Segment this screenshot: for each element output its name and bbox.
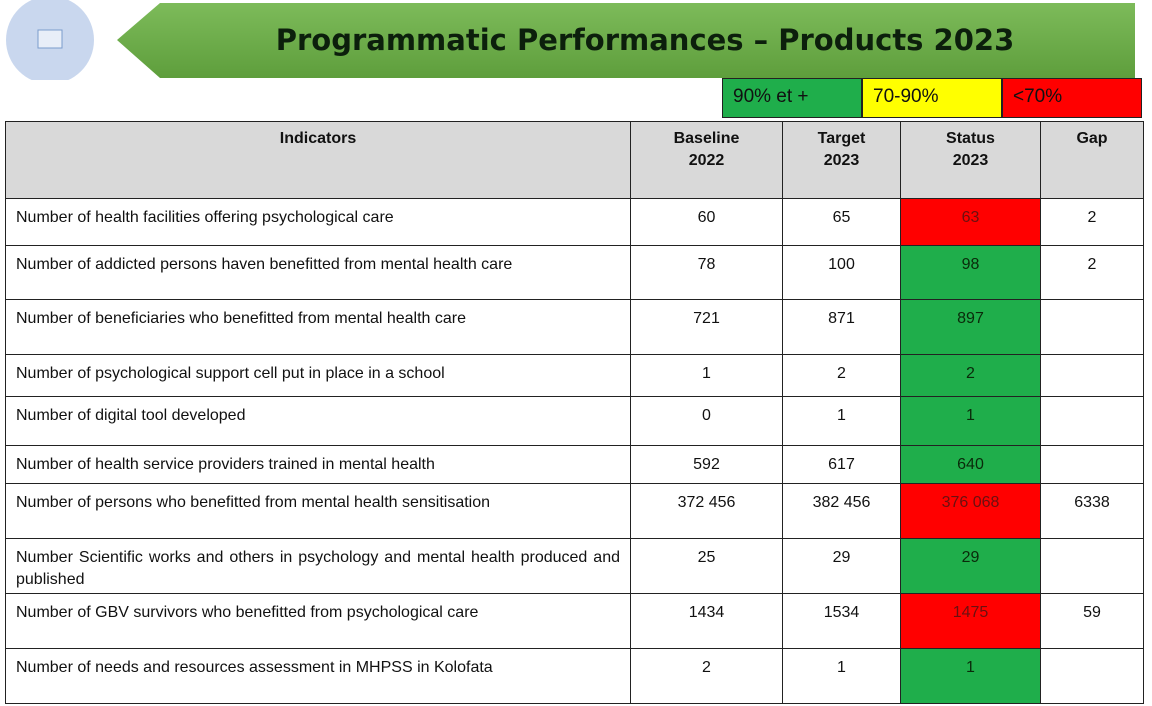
indicator-cell: Number of GBV survivors who benefitted f… xyxy=(5,593,631,649)
column-header: Target 2023 xyxy=(782,121,901,199)
title: Programmatic Performances – Products 202… xyxy=(276,23,1015,57)
status-cell: 2 xyxy=(900,354,1041,397)
gap-cell xyxy=(1040,354,1144,397)
baseline-cell: 1434 xyxy=(630,593,783,649)
status-cell: 63 xyxy=(900,198,1041,246)
logo-icon xyxy=(37,29,63,49)
indicator-cell: Number of health facilities offering psy… xyxy=(5,198,631,246)
baseline-cell: 372 456 xyxy=(630,483,783,539)
column-header: Baseline 2022 xyxy=(630,121,783,199)
gap-cell: 6338 xyxy=(1040,483,1144,539)
status-cell: 1 xyxy=(900,396,1041,446)
gap-cell xyxy=(1040,445,1144,484)
status-cell: 640 xyxy=(900,445,1041,484)
status-cell: 1 xyxy=(900,648,1041,704)
banner: Programmatic Performances – Products 202… xyxy=(6,0,1135,80)
target-cell: 2 xyxy=(782,354,901,397)
gap-cell xyxy=(1040,648,1144,704)
gap-cell: 59 xyxy=(1040,593,1144,649)
gap-cell xyxy=(1040,396,1144,446)
indicator-cell: Number of addicted persons haven benefit… xyxy=(5,245,631,300)
status-cell: 1475 xyxy=(900,593,1041,649)
legend-item: 90% et + xyxy=(722,78,862,118)
indicator-cell: Number of psychological support cell put… xyxy=(5,354,631,397)
status-cell: 29 xyxy=(900,538,1041,594)
target-cell: 617 xyxy=(782,445,901,484)
legend-item: <70% xyxy=(1002,78,1142,118)
gap-cell xyxy=(1040,538,1144,594)
gap-cell xyxy=(1040,299,1144,355)
indicator-cell: Number of digital tool developed xyxy=(5,396,631,446)
baseline-cell: 721 xyxy=(630,299,783,355)
target-cell: 1534 xyxy=(782,593,901,649)
indicator-cell: Number Scientific works and others in ps… xyxy=(5,538,631,594)
target-cell: 65 xyxy=(782,198,901,246)
gap-cell: 2 xyxy=(1040,245,1144,300)
indicator-cell: Number of health service providers train… xyxy=(5,445,631,484)
baseline-cell: 1 xyxy=(630,354,783,397)
banner-arrow xyxy=(117,3,1135,78)
column-header: Gap xyxy=(1040,121,1144,199)
gap-cell: 2 xyxy=(1040,198,1144,246)
baseline-cell: 0 xyxy=(630,396,783,446)
target-cell: 1 xyxy=(782,396,901,446)
target-cell: 382 456 xyxy=(782,483,901,539)
baseline-cell: 2 xyxy=(630,648,783,704)
status-cell: 98 xyxy=(900,245,1041,300)
target-cell: 871 xyxy=(782,299,901,355)
status-cell: 376 068 xyxy=(900,483,1041,539)
column-header: Indicators xyxy=(5,121,631,199)
column-header: Status 2023 xyxy=(900,121,1041,199)
target-cell: 1 xyxy=(782,648,901,704)
indicator-cell: Number of needs and resources assessment… xyxy=(5,648,631,704)
status-cell: 897 xyxy=(900,299,1041,355)
baseline-cell: 78 xyxy=(630,245,783,300)
target-cell: 100 xyxy=(782,245,901,300)
baseline-cell: 592 xyxy=(630,445,783,484)
indicator-cell: Number of beneficiaries who benefitted f… xyxy=(5,299,631,355)
indicator-cell: Number of persons who benefitted from me… xyxy=(5,483,631,539)
target-cell: 29 xyxy=(782,538,901,594)
legend-item: 70-90% xyxy=(862,78,1002,118)
baseline-cell: 60 xyxy=(630,198,783,246)
baseline-cell: 25 xyxy=(630,538,783,594)
